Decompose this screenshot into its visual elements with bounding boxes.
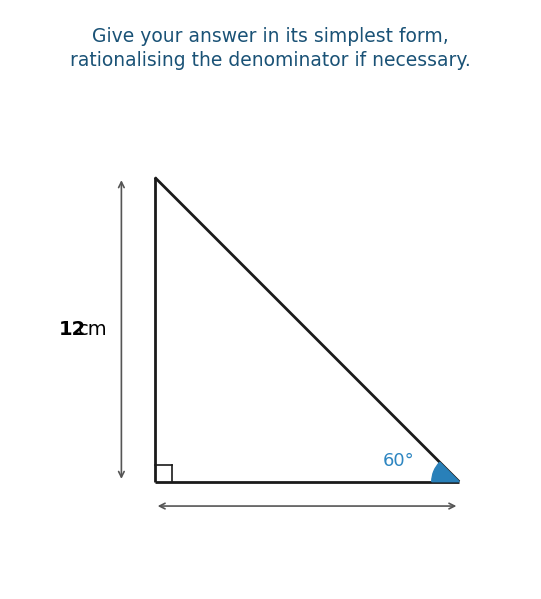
Text: Give your answer in its simplest form,: Give your answer in its simplest form, <box>92 27 449 46</box>
Text: rationalising the denominator if necessary.: rationalising the denominator if necessa… <box>70 51 471 70</box>
Text: 60°: 60° <box>382 452 414 470</box>
Text: cm: cm <box>78 320 108 339</box>
Text: 12: 12 <box>59 320 87 339</box>
Wedge shape <box>432 462 459 482</box>
